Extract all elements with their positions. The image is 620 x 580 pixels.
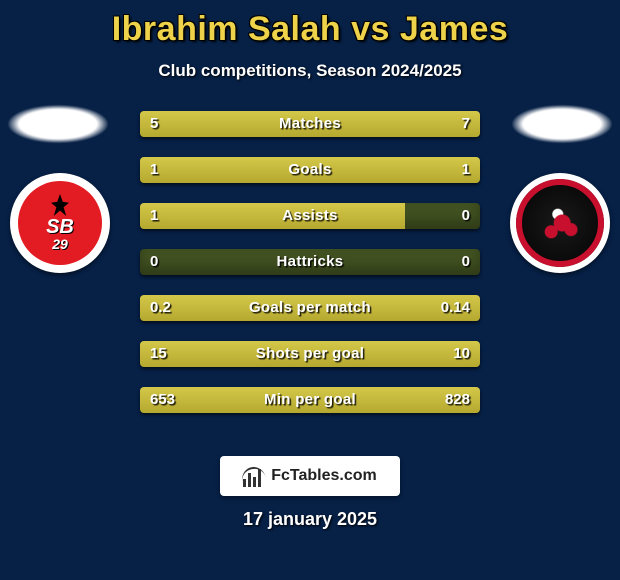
bar-value-right: 828 [445, 387, 470, 413]
site-logo: FcTables.com [220, 456, 400, 496]
bar-row: 653Min per goal828 [140, 387, 480, 413]
bar-value-right: 0.14 [441, 295, 470, 321]
bar-row: 1Assists0 [140, 203, 480, 229]
bar-row: 0Hattricks0 [140, 249, 480, 275]
bar-row: 5Matches7 [140, 111, 480, 137]
bar-row: 1Goals1 [140, 157, 480, 183]
bar-metric-label: Shots per goal [140, 341, 480, 367]
ermine-icon [51, 194, 69, 216]
page-subtitle: Club competitions, Season 2024/2025 [0, 61, 620, 81]
crest-left-line1: SB [46, 218, 74, 236]
site-name: FcTables.com [271, 467, 377, 485]
team-crest-right [510, 173, 610, 273]
bar-metric-label: Hattricks [140, 249, 480, 275]
bar-row: 0.2Goals per match0.14 [140, 295, 480, 321]
bar-value-right: 10 [453, 341, 470, 367]
bar-value-right: 7 [462, 111, 470, 137]
team-crest-left: SB 29 [10, 173, 110, 273]
snapshot-date: 17 january 2025 [0, 509, 620, 530]
player-silhouette-right [512, 105, 612, 143]
crest-left-line2: 29 [52, 236, 68, 252]
bars-container: 5Matches71Goals11Assists00Hattricks00.2G… [140, 111, 480, 413]
bar-metric-label: Min per goal [140, 387, 480, 413]
player-silhouette-left [8, 105, 108, 143]
bar-metric-label: Assists [140, 203, 480, 229]
bar-value-right: 0 [462, 249, 470, 275]
bar-row: 15Shots per goal10 [140, 341, 480, 367]
bar-value-right: 0 [462, 203, 470, 229]
chart-icon [243, 465, 265, 487]
page-title: Ibrahim Salah vs James [0, 0, 620, 49]
comparison-chart: SB 29 5Matches71Goals11Assists00Hattrick… [0, 111, 620, 413]
bar-metric-label: Goals per match [140, 295, 480, 321]
bar-metric-label: Goals [140, 157, 480, 183]
bar-metric-label: Matches [140, 111, 480, 137]
bar-value-right: 1 [462, 157, 470, 183]
